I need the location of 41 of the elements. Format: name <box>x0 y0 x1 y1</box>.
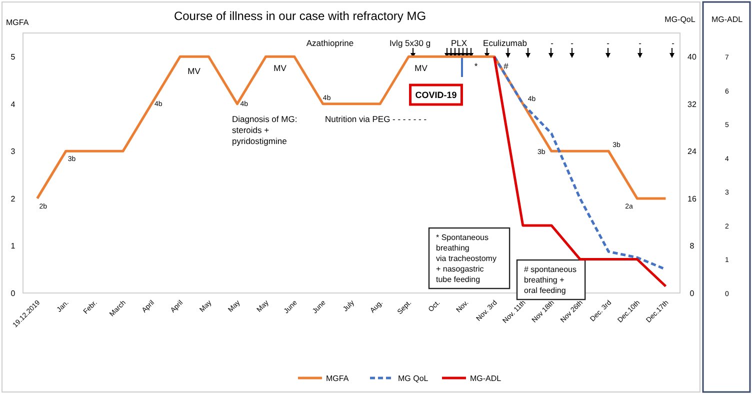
note-box: # spontaneous breathing + oral feeding <box>516 259 586 300</box>
y-tick-label: 5 <box>10 52 16 62</box>
annotation: - <box>570 38 574 48</box>
y-tick-label: 4 <box>10 100 16 109</box>
y-tick-label: 0 <box>10 289 16 298</box>
note-box: COVID-19 <box>409 84 463 106</box>
y2-tick-label: 24 <box>688 147 697 156</box>
y2-axis-title: MG-QoL <box>664 15 696 24</box>
annotation: MV <box>188 66 201 76</box>
annotation: - <box>672 38 675 48</box>
annotation: Ivlg 5x30 g <box>389 38 431 48</box>
y2-tick-label: 16 <box>688 194 697 204</box>
annotation: # spontaneous breathing + oral feeding <box>524 265 576 295</box>
legend-label: MG QoL <box>398 374 429 383</box>
annotation: MV <box>274 63 287 73</box>
annotation: * Spontaneous breathing via tracheostomy + nasogastric tube feeding <box>436 233 496 284</box>
chart-title: Course of illness in our case with refractory MG <box>174 9 426 23</box>
y-tick-label: 3 <box>10 147 16 156</box>
y-tick-label: 1 <box>10 242 16 251</box>
note-box: * Spontaneous breathing via tracheostomy + nasogastric tube feeding <box>428 227 510 290</box>
annotation: PLX <box>450 38 468 48</box>
y-tick-label: 2 <box>10 194 16 204</box>
annotation: - <box>606 38 610 48</box>
y2-tick-label: 32 <box>688 100 697 109</box>
annotation: Diagnosis of MG: steroids + pyridostigmine <box>232 114 298 146</box>
annotation: - <box>550 38 554 48</box>
annotation: MV <box>414 63 428 73</box>
y2-tick-label: 40 <box>688 52 697 62</box>
legend-label: MGFA <box>326 374 350 383</box>
annotation: Eculizumab <box>483 38 528 48</box>
annotation: * <box>474 61 478 71</box>
legend-label: MG-ADL <box>470 374 502 383</box>
y2-tick-label: 8 <box>690 242 695 251</box>
y2-tick-label: 0 <box>690 289 695 298</box>
annotation: COVID-19 <box>415 90 457 100</box>
annotation: Azathioprine <box>306 38 354 48</box>
y3-axis-title: MG-ADL <box>711 15 744 24</box>
annotation: - <box>638 38 642 48</box>
annotation: # <box>504 61 509 71</box>
annotation: Nutrition via PEG - - - - - - - <box>325 114 427 124</box>
y-axis-title: MGFA <box>6 18 30 27</box>
